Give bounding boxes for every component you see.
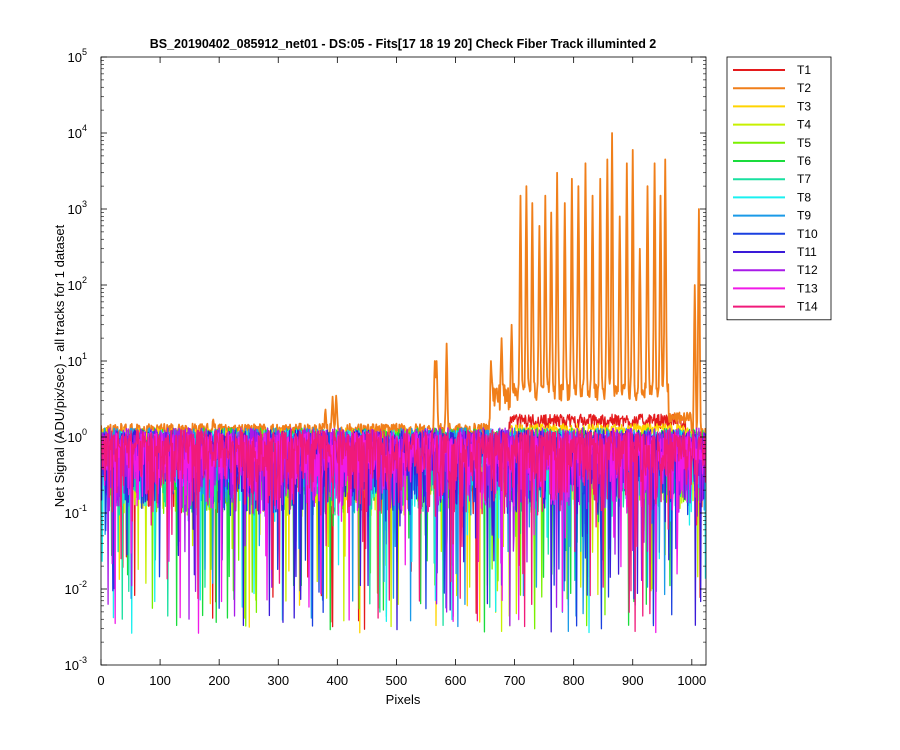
legend: T1 T2 T3 T4 T5 T6 T7 T8 T9 T10 T11 T12 T13 T14 (726, 56, 832, 321)
y-tick-base: 10 (68, 430, 82, 445)
x-tick-label: 200 (208, 673, 230, 688)
legend-label-t2: T2 (797, 81, 811, 95)
x-tick-label: 300 (267, 673, 289, 688)
x-tick-label: 500 (386, 673, 408, 688)
x-tick-label: 700 (504, 673, 526, 688)
y-tick-exponent: 5 (82, 47, 87, 57)
y-tick-base: 10 (68, 126, 82, 141)
legend-label-t6: T6 (797, 154, 811, 168)
plot-area (101, 57, 706, 665)
y-tick-exponent: 0 (82, 427, 87, 437)
y-tick-exponent: 3 (82, 199, 87, 209)
y-tick-base: 10 (68, 278, 82, 293)
x-tick-label: 100 (149, 673, 171, 688)
y-tick-label: 103 (68, 199, 87, 217)
legend-label-t10: T10 (797, 227, 818, 241)
y-tick-label: 104 (68, 123, 87, 141)
legend-label-t3: T3 (797, 99, 811, 113)
y-axis-label: Net Signal (ADU/pix/sec) - all tracks fo… (52, 224, 67, 507)
y-tick-exponent: -3 (79, 655, 87, 665)
legend-label-t1: T1 (797, 63, 811, 77)
y-tick-base: 10 (68, 202, 82, 217)
legend-label-t14: T14 (797, 300, 818, 314)
y-tick-base: 10 (65, 506, 79, 521)
legend-label-t11: T11 (797, 245, 817, 259)
y-tick-label: 10-2 (65, 579, 87, 597)
y-tick-label: 100 (68, 427, 87, 445)
x-tick-label: 900 (622, 673, 644, 688)
y-tick-base: 10 (65, 658, 79, 673)
y-tick-exponent: 4 (82, 123, 87, 133)
y-tick-base: 10 (68, 354, 82, 369)
y-tick-exponent: 2 (82, 275, 87, 285)
x-tick-label: 1000 (677, 673, 706, 688)
legend-label-t4: T4 (797, 118, 811, 132)
x-axis-label: Pixels (386, 692, 421, 707)
legend-label-t7: T7 (797, 172, 811, 186)
x-tick-label: 800 (563, 673, 585, 688)
y-tick-exponent: -2 (79, 579, 87, 589)
y-tick-label: 10-3 (65, 655, 87, 673)
y-tick-label: 10-1 (65, 503, 87, 521)
x-tick-label: 0 (97, 673, 104, 688)
y-tick-exponent: 1 (82, 351, 87, 361)
legend-label-t9: T9 (797, 209, 811, 223)
y-tick-label: 101 (68, 351, 87, 369)
legend-box (726, 56, 832, 321)
chart-title: BS_20190402_085912_net01 - DS:05 - Fits[… (150, 37, 657, 51)
legend-label-t12: T12 (797, 263, 818, 277)
y-tick-label: 105 (68, 47, 87, 65)
y-tick-label: 102 (68, 275, 87, 293)
legend-label-t5: T5 (797, 136, 811, 150)
legend-label-t8: T8 (797, 190, 811, 204)
x-tick-label: 600 (445, 673, 467, 688)
y-tick-base: 10 (65, 582, 79, 597)
y-tick-base: 10 (68, 50, 82, 65)
legend-label-t13: T13 (797, 281, 818, 295)
y-tick-exponent: -1 (79, 503, 87, 513)
series-line-t14 (101, 429, 706, 633)
x-tick-label: 400 (326, 673, 348, 688)
